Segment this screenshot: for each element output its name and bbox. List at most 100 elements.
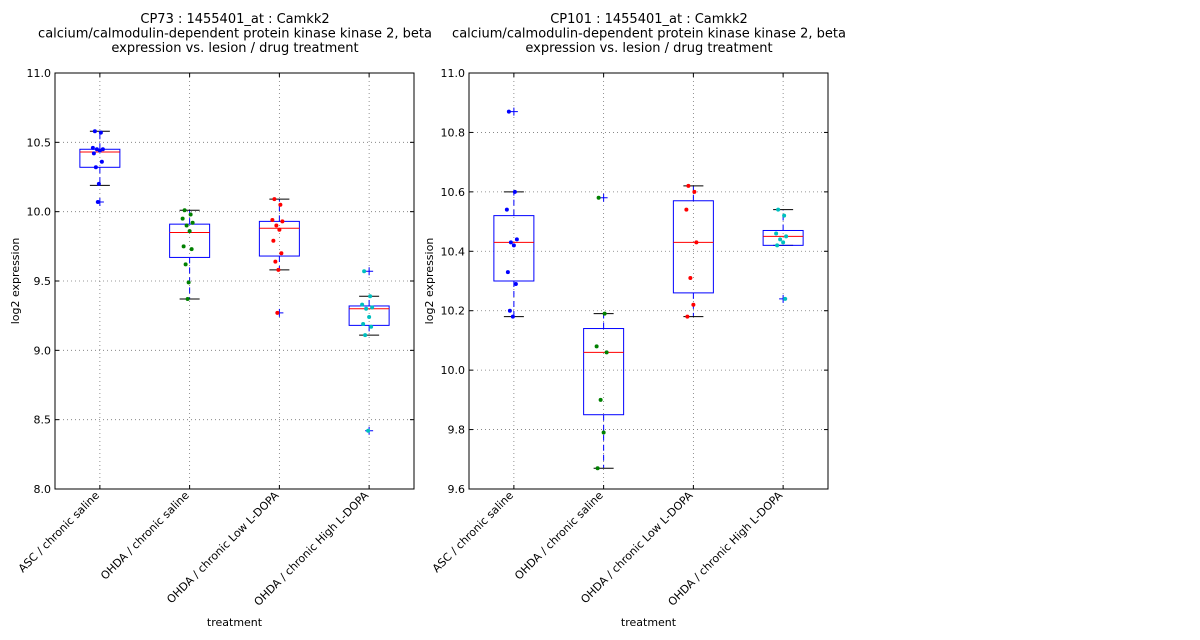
data-point	[781, 240, 786, 245]
y-tick-label: 10.8	[441, 126, 466, 139]
box-group-2	[169, 208, 211, 302]
y-axis-label: log2 expression	[9, 238, 22, 325]
data-point	[504, 207, 509, 212]
data-point	[506, 109, 511, 114]
y-tick-label: 11.0	[441, 67, 466, 80]
data-point	[508, 240, 513, 245]
data-point	[363, 333, 368, 338]
data-point	[189, 247, 194, 252]
data-point	[784, 234, 789, 239]
box	[583, 328, 625, 416]
plot-frame	[468, 72, 829, 490]
data-point	[602, 311, 607, 316]
box-group-4	[762, 207, 804, 303]
x-tick-label: OHDA / chronic saline	[512, 489, 606, 583]
plot-frame	[54, 72, 415, 490]
data-point	[688, 276, 693, 281]
data-point	[360, 302, 365, 307]
data-point	[594, 344, 599, 349]
y-tick-label: 9.0	[34, 344, 52, 357]
data-point	[601, 430, 606, 435]
data-point	[686, 183, 691, 188]
data-point	[188, 212, 193, 217]
data-point	[512, 189, 517, 194]
data-point	[778, 237, 783, 242]
data-point	[186, 280, 191, 285]
data-point	[361, 321, 366, 326]
box	[493, 215, 535, 282]
data-point	[362, 269, 367, 274]
data-point	[270, 217, 275, 222]
data-point	[100, 147, 105, 152]
data-point	[280, 219, 285, 224]
chart-title-line: CP73 : 1455401_at : Camkk2	[140, 12, 329, 27]
data-point	[181, 244, 186, 249]
data-point	[598, 397, 603, 402]
y-tick-label: 9.8	[448, 424, 466, 437]
data-point	[685, 314, 690, 319]
data-point	[776, 207, 781, 212]
x-axis-label: treatment	[621, 616, 677, 629]
data-point	[184, 223, 189, 228]
outlier-marker	[599, 193, 608, 202]
data-point	[99, 159, 104, 164]
data-point	[93, 165, 98, 170]
chart-title-line: expression vs. lesion / drug treatment	[111, 41, 358, 56]
box	[672, 200, 714, 294]
data-point	[272, 197, 277, 202]
data-point	[190, 220, 195, 225]
data-point	[604, 350, 609, 355]
data-point	[596, 195, 601, 200]
data-point	[370, 305, 375, 310]
data-point	[364, 306, 369, 311]
x-tick-label: ASC / chronic saline	[430, 489, 516, 575]
data-point	[277, 227, 282, 232]
data-point	[507, 308, 512, 313]
chart-panel-2: CP101 : 1455401_at : Camkk2calcium/calmo…	[423, 12, 846, 629]
box-group-2	[583, 193, 625, 471]
box-group-3	[672, 183, 714, 319]
box-group-4	[348, 267, 390, 435]
x-tick-label: ASC / chronic saline	[16, 489, 102, 575]
data-point	[182, 208, 187, 213]
y-tick-label: 10.0	[27, 206, 52, 219]
data-point	[595, 466, 600, 471]
data-point	[505, 270, 510, 275]
data-point	[278, 202, 283, 207]
data-point	[369, 324, 374, 329]
data-point	[692, 189, 697, 194]
box	[169, 223, 211, 258]
data-point	[97, 148, 102, 153]
y-tick-label: 8.0	[34, 483, 52, 496]
y-tick-label: 9.5	[34, 275, 52, 288]
data-point	[276, 267, 281, 272]
box	[762, 229, 804, 246]
chart-title-line: CP101 : 1455401_at : Camkk2	[550, 12, 748, 27]
data-point	[180, 216, 185, 221]
data-point	[185, 297, 190, 302]
data-point	[691, 302, 696, 307]
data-point	[271, 238, 276, 243]
data-point	[782, 213, 787, 218]
y-tick-label: 10.4	[441, 245, 466, 258]
data-point	[774, 231, 779, 236]
y-tick-label: 10.5	[27, 136, 52, 149]
data-point	[366, 428, 371, 433]
outlier-marker	[509, 107, 518, 116]
y-tick-label: 11.0	[27, 67, 52, 80]
data-point	[91, 151, 96, 156]
y-axis-label: log2 expression	[423, 238, 436, 325]
chart-title-line: expression vs. lesion / drug treatment	[525, 41, 772, 56]
box	[348, 305, 390, 326]
data-point	[279, 251, 284, 256]
box-group-1	[79, 129, 121, 206]
y-tick-label: 10.0	[441, 364, 466, 377]
x-axis-label: treatment	[207, 616, 263, 629]
data-point	[273, 259, 278, 264]
data-point	[511, 243, 516, 248]
chart-title-line: calcium/calmodulin-dependent protein kin…	[38, 27, 432, 42]
data-point	[694, 240, 699, 245]
y-tick-label: 8.5	[34, 414, 52, 427]
outlier-marker	[365, 267, 374, 276]
